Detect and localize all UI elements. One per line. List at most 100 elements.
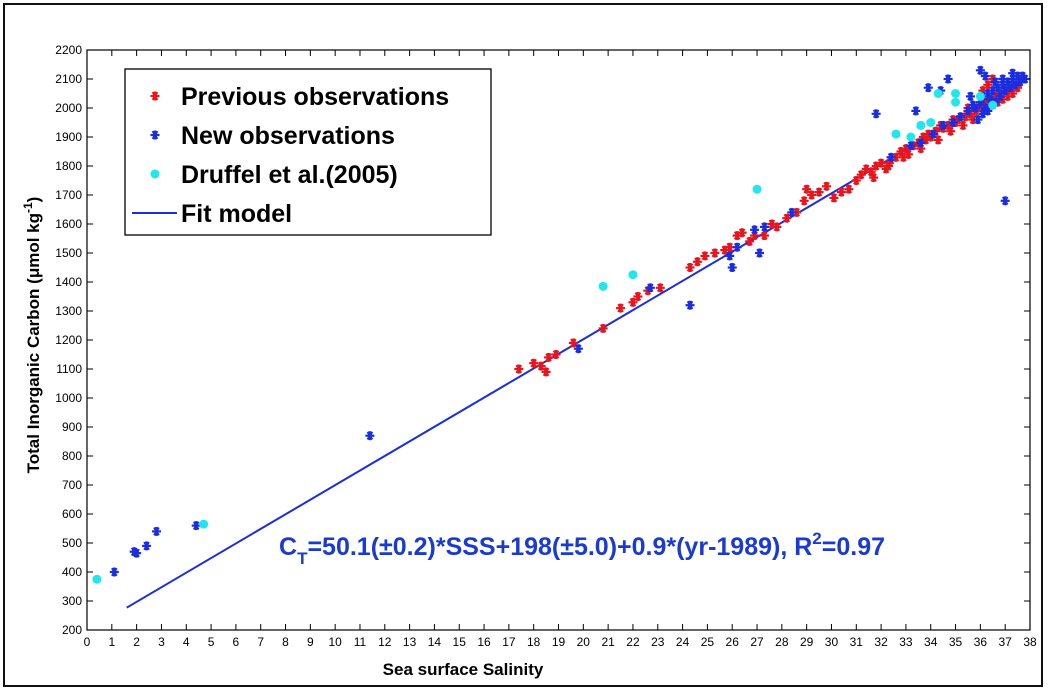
y-tick-label: 1800 — [55, 159, 82, 173]
x-axis-title: Sea surface Salinity — [383, 660, 544, 679]
previous-observations-point — [876, 158, 886, 168]
y-tick-label: 1500 — [55, 246, 82, 260]
x-tick-label: 9 — [307, 635, 314, 649]
new-observations-point — [928, 129, 938, 139]
y-axis-title: Total Inorganic Carbon (μmol kg-1) — [21, 197, 43, 474]
new-observations-point — [151, 526, 161, 536]
previous-observations-point — [633, 292, 643, 301]
previous-observations-point — [529, 358, 539, 368]
previous-observations-point — [946, 126, 956, 136]
legend-label-new: New observations — [181, 122, 395, 150]
y-tick-label: 400 — [62, 565, 82, 579]
previous-observations-point — [598, 323, 608, 333]
previous-observations-point — [898, 152, 908, 162]
x-tick-label: 20 — [577, 635, 591, 649]
new-observations-point — [938, 120, 948, 130]
new-observations-point — [943, 74, 953, 84]
chart-frame: 0 1 2 3 4 5 6 7 8 9 10 11 12 13 14 15 16 17 18 19 20 21 22 23 24… — [3, 3, 1043, 687]
new-observations-point — [1000, 196, 1010, 206]
new-observations-point — [1020, 74, 1030, 84]
x-tick-label: 15 — [453, 635, 467, 649]
x-tick-label: 6 — [233, 635, 240, 649]
fit-equation-sub: T — [297, 549, 308, 568]
x-tick-label: 11 — [354, 635, 367, 649]
new-observations-point — [725, 251, 735, 261]
previous-observations-point — [745, 236, 755, 246]
previous-observations-point — [782, 213, 792, 223]
x-tick-label: 21 — [601, 635, 615, 649]
druffel-et-al-2005-point — [598, 281, 608, 291]
x-tick-label: 27 — [750, 635, 764, 649]
legend-box — [124, 68, 492, 236]
x-tick-label: 28 — [775, 635, 789, 649]
y-axis-title-sup: -1 — [21, 202, 35, 213]
druffel-et-al-2005-point — [926, 118, 936, 127]
druffel-et-al-2005-point — [916, 120, 926, 130]
x-tick-label: 33 — [899, 635, 913, 649]
x-tick-label: 36 — [974, 635, 988, 649]
previous-observations-point — [692, 257, 702, 267]
previous-observations-point — [983, 80, 993, 90]
new-observations-point — [906, 141, 916, 151]
y-tick-label: 1700 — [55, 188, 82, 202]
new-observations-point — [142, 541, 152, 551]
fit-equation-suffix: =0.97 — [822, 533, 885, 561]
x-tick-label: 23 — [651, 635, 665, 649]
x-tick-label: 38 — [1023, 635, 1037, 649]
previous-observations-point — [514, 364, 524, 374]
new-observations-point — [732, 242, 742, 252]
druffel-et-al-2005-point — [199, 519, 209, 529]
previous-observations-point — [551, 350, 561, 359]
previous-observations-point — [884, 161, 894, 171]
new-observations-point — [109, 567, 119, 577]
druffel-et-al-2005-point — [951, 89, 961, 98]
previous-observations-point — [844, 184, 854, 194]
y-tick-label: 1000 — [55, 391, 82, 405]
x-tick-label: 26 — [726, 635, 740, 649]
new-observations-point — [685, 300, 695, 310]
y-tick-label: 800 — [62, 449, 82, 463]
y-tick-label: 1400 — [55, 275, 82, 289]
x-tick-label: 32 — [874, 635, 888, 649]
druffel-et-al-2005-point — [988, 100, 998, 110]
new-observations-point — [755, 248, 765, 258]
new-observations-point — [191, 521, 201, 531]
new-observations-point — [645, 283, 655, 293]
druffel-et-al-2005-point — [933, 89, 943, 98]
previous-observations-point — [737, 228, 747, 238]
druffel-et-al-2005-point — [628, 270, 638, 280]
druffel-et-al-2005-point — [92, 574, 102, 584]
previous-observations-point — [772, 222, 782, 232]
new-observations-point — [983, 106, 993, 116]
new-observations-point — [132, 548, 142, 558]
new-observations-point — [973, 115, 983, 125]
druffel-et-al-2005-point — [906, 132, 916, 142]
y-tick-label: 600 — [62, 507, 82, 521]
y-tick-label: 500 — [62, 536, 82, 550]
legend: Previous observations New observations D… — [124, 68, 492, 236]
y-tick-label: 700 — [62, 478, 82, 492]
previous-observations-point — [822, 181, 832, 191]
y-tick-label: 1300 — [55, 304, 82, 318]
previous-observations-point — [856, 170, 866, 180]
plot-layer: 0 1 2 3 4 5 6 7 8 9 10 11 12 13 14 15 16 17 18 19 20 21 22 23 24… — [55, 43, 1037, 649]
x-tick-label: 22 — [626, 635, 640, 649]
y-tick-label: 1100 — [56, 362, 82, 376]
new-observations-point — [995, 91, 1005, 101]
x-tick-label: 8 — [282, 635, 289, 649]
druffel-et-al-2005-point — [752, 184, 762, 194]
x-tick-label: 29 — [800, 635, 814, 649]
x-tick-label: 4 — [183, 635, 190, 649]
chart-svg: 0 1 2 3 4 5 6 7 8 9 10 11 12 13 14 15 16 17 18 19 20 21 22 23 24… — [21, 43, 1037, 679]
druffel-et-al-2005-point — [891, 129, 901, 139]
legend-marker-1 — [150, 130, 160, 140]
x-tick-label: 18 — [527, 635, 541, 649]
previous-observations-point — [869, 173, 879, 183]
fit-equation: CT=50.1(±0.2)*SSS+198(±5.0)+0.9*(yr-1989… — [279, 529, 885, 568]
x-tick-label: 16 — [477, 635, 491, 649]
new-observations-point — [968, 100, 978, 110]
new-observations-point — [963, 106, 973, 116]
legend-label-druffel: Druffel et al.(2005) — [181, 161, 398, 189]
x-tick-label: 30 — [825, 635, 839, 649]
previous-observations-point — [814, 187, 824, 197]
